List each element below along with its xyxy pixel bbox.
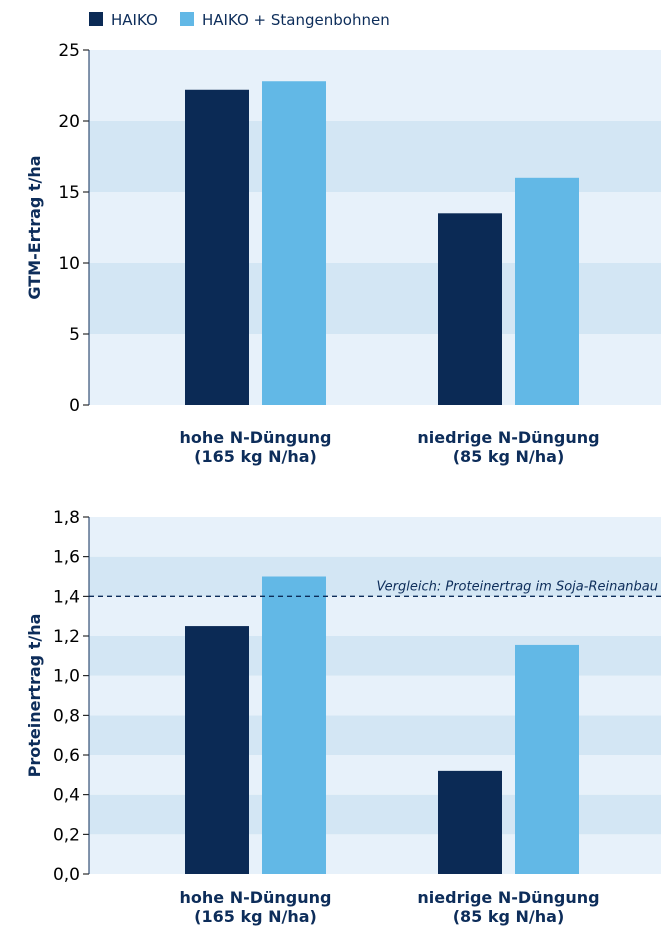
bar-haiko: [185, 89, 249, 405]
y-tick-label: 0,6: [53, 746, 80, 766]
y-tick-label: 1,8: [53, 508, 80, 528]
category-label: niedrige N-Düngung: [417, 888, 599, 907]
bar-haiko-stangenbohnen: [262, 81, 326, 406]
y-tick-label: 15: [58, 183, 80, 203]
protein-yield-chart: 0,0 0,2 0,4 0,6 0,8 1,0 1,2 1,4 1,6 1,8 Proteinert…: [25, 508, 661, 926]
grid-band: [89, 596, 661, 636]
y-tick-label: 1,4: [53, 587, 80, 607]
bar-haiko-stangenbohnen: [262, 576, 326, 874]
category-label: hohe N-Düngung: [180, 428, 332, 447]
category-label: hohe N-Düngung: [180, 888, 332, 907]
y-tick-label: 1,6: [53, 548, 80, 568]
legend-swatch-haiko-stangenbohnen: [180, 12, 194, 26]
y-tick-label: 5: [69, 325, 80, 345]
y-tick-label: 0,4: [53, 786, 80, 806]
y-tick-label: 0,0: [53, 865, 80, 885]
category-label: (85 kg N/ha): [453, 447, 565, 466]
y-axis-title: GTM-Ertrag t/ha: [25, 155, 44, 299]
reference-line-label: Vergleich: Proteinertrag im Soja-Reinanb…: [377, 579, 659, 594]
bar-haiko-stangenbohnen: [515, 644, 579, 874]
y-axis-title: Proteinertrag t/ha: [25, 614, 44, 778]
legend: HAIKO HAIKO + Stangenbohnen: [89, 11, 390, 29]
bar-haiko: [438, 213, 502, 405]
legend-label-haiko-stangenbohnen: HAIKO + Stangenbohnen: [202, 11, 390, 29]
legend-swatch-haiko: [89, 12, 103, 26]
y-tick-label: 10: [58, 254, 80, 274]
category-label: (165 kg N/ha): [194, 447, 317, 466]
y-tick-label: 25: [58, 41, 80, 61]
y-tick-label: 0,2: [53, 825, 80, 845]
grid-band: [89, 50, 661, 121]
y-tick-label: 20: [58, 112, 80, 132]
y-tick-label: 1,0: [53, 667, 80, 687]
y-tick-label: 1,2: [53, 627, 80, 647]
y-tick-label: 0: [69, 396, 80, 416]
bar-haiko-stangenbohnen: [515, 177, 579, 405]
category-label: (165 kg N/ha): [194, 907, 317, 926]
y-tick-label: 0,8: [53, 706, 80, 726]
grid-band: [89, 517, 661, 557]
legend-label-haiko: HAIKO: [111, 11, 158, 29]
category-label: (85 kg N/ha): [453, 907, 565, 926]
grid-band: [89, 556, 661, 597]
bar-haiko: [185, 626, 249, 874]
category-label: niedrige N-Düngung: [417, 428, 599, 447]
bar-haiko: [438, 770, 502, 874]
